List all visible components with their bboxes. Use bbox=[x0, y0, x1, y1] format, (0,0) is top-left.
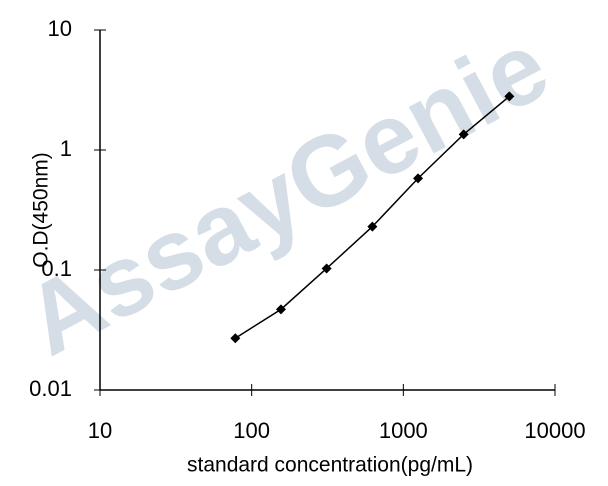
x-tick-label: 1000 bbox=[379, 418, 428, 443]
y-tick-label: 10 bbox=[48, 16, 72, 41]
x-tick-label: 10000 bbox=[524, 418, 585, 443]
data-point bbox=[504, 91, 515, 102]
y-tick-label: 1 bbox=[60, 136, 72, 161]
x-tick-label: 100 bbox=[233, 418, 270, 443]
watermark: AssayGenie bbox=[7, 9, 565, 377]
y-axis-label: O.D(450nm) bbox=[30, 152, 53, 268]
data-point bbox=[230, 333, 241, 344]
x-tick-label: 10 bbox=[88, 418, 112, 443]
data-point bbox=[458, 129, 469, 140]
data-point bbox=[367, 221, 378, 232]
data-point bbox=[413, 173, 424, 184]
y-tick-label: 0.01 bbox=[29, 376, 72, 401]
data-point bbox=[275, 304, 286, 315]
data-point bbox=[321, 263, 332, 274]
x-axis-label: standard concentration(pg/mL) bbox=[187, 454, 473, 477]
y-tick-label: 0.1 bbox=[41, 256, 72, 281]
